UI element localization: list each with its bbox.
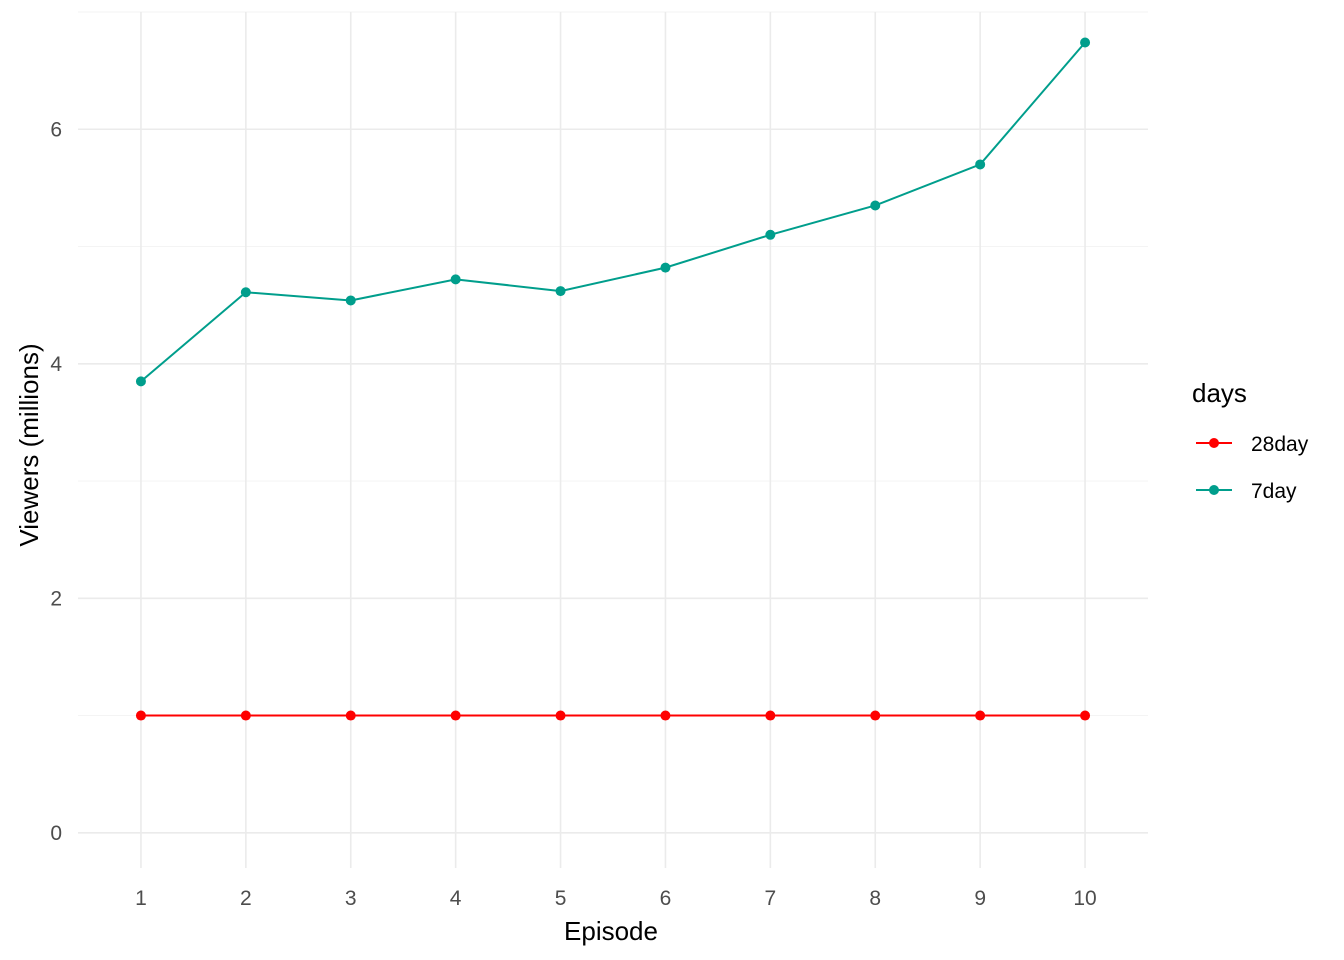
data-point — [135, 376, 146, 387]
data-point — [1080, 710, 1091, 721]
legend-marker — [1209, 485, 1219, 495]
x-tick-label: 5 — [555, 887, 567, 910]
x-tick-label: 4 — [450, 887, 462, 910]
data-point — [870, 710, 881, 721]
y-tick-label: 2 — [50, 587, 62, 610]
data-point — [240, 710, 251, 721]
legend: days 28day 7day — [1192, 378, 1309, 503]
data-point — [345, 295, 356, 306]
data-point — [240, 287, 251, 298]
data-point — [555, 286, 566, 297]
legend-marker — [1209, 438, 1219, 448]
y-tick-label: 4 — [50, 353, 62, 376]
gridlines — [78, 11, 1148, 868]
legend-label: 28day — [1251, 433, 1309, 456]
series-layer — [135, 37, 1091, 721]
x-tick-label: 8 — [869, 887, 881, 910]
legend-item-28day: 28day — [1196, 433, 1309, 456]
data-point — [555, 710, 566, 721]
x-axis-title: Episode — [564, 916, 658, 946]
data-point — [345, 710, 356, 721]
x-tick-label: 3 — [345, 887, 357, 910]
data-point — [450, 274, 461, 285]
x-tick-label: 2 — [240, 887, 252, 910]
y-tick-label: 6 — [50, 118, 62, 141]
series-28day — [135, 710, 1091, 721]
data-point — [135, 710, 146, 721]
data-point — [765, 229, 776, 240]
legend-label: 7day — [1251, 480, 1297, 503]
legend-item-7day: 7day — [1196, 480, 1297, 503]
x-tick-label: 6 — [660, 887, 672, 910]
x-tick-label: 10 — [1073, 887, 1096, 910]
x-tick-label: 7 — [765, 887, 777, 910]
data-point — [975, 710, 986, 721]
y-tick-label: 0 — [50, 822, 62, 845]
series-7day — [135, 37, 1091, 387]
x-tick-label: 9 — [974, 887, 986, 910]
x-tick-label: 1 — [135, 887, 147, 910]
data-point — [450, 710, 461, 721]
series-line — [140, 41, 1086, 383]
x-axis-ticks: 1 2 3 4 5 6 7 8 9 10 — [135, 887, 1097, 910]
data-point — [660, 710, 671, 721]
data-point — [660, 262, 671, 273]
legend-items: 28day 7day — [1196, 433, 1309, 503]
data-point — [870, 200, 881, 211]
y-axis-title: Viewers (millions) — [14, 343, 44, 546]
y-axis-ticks: 0 2 4 6 — [50, 118, 62, 845]
data-point — [975, 159, 986, 170]
data-point — [765, 710, 776, 721]
data-point — [1080, 37, 1091, 48]
legend-title: days — [1192, 378, 1247, 408]
